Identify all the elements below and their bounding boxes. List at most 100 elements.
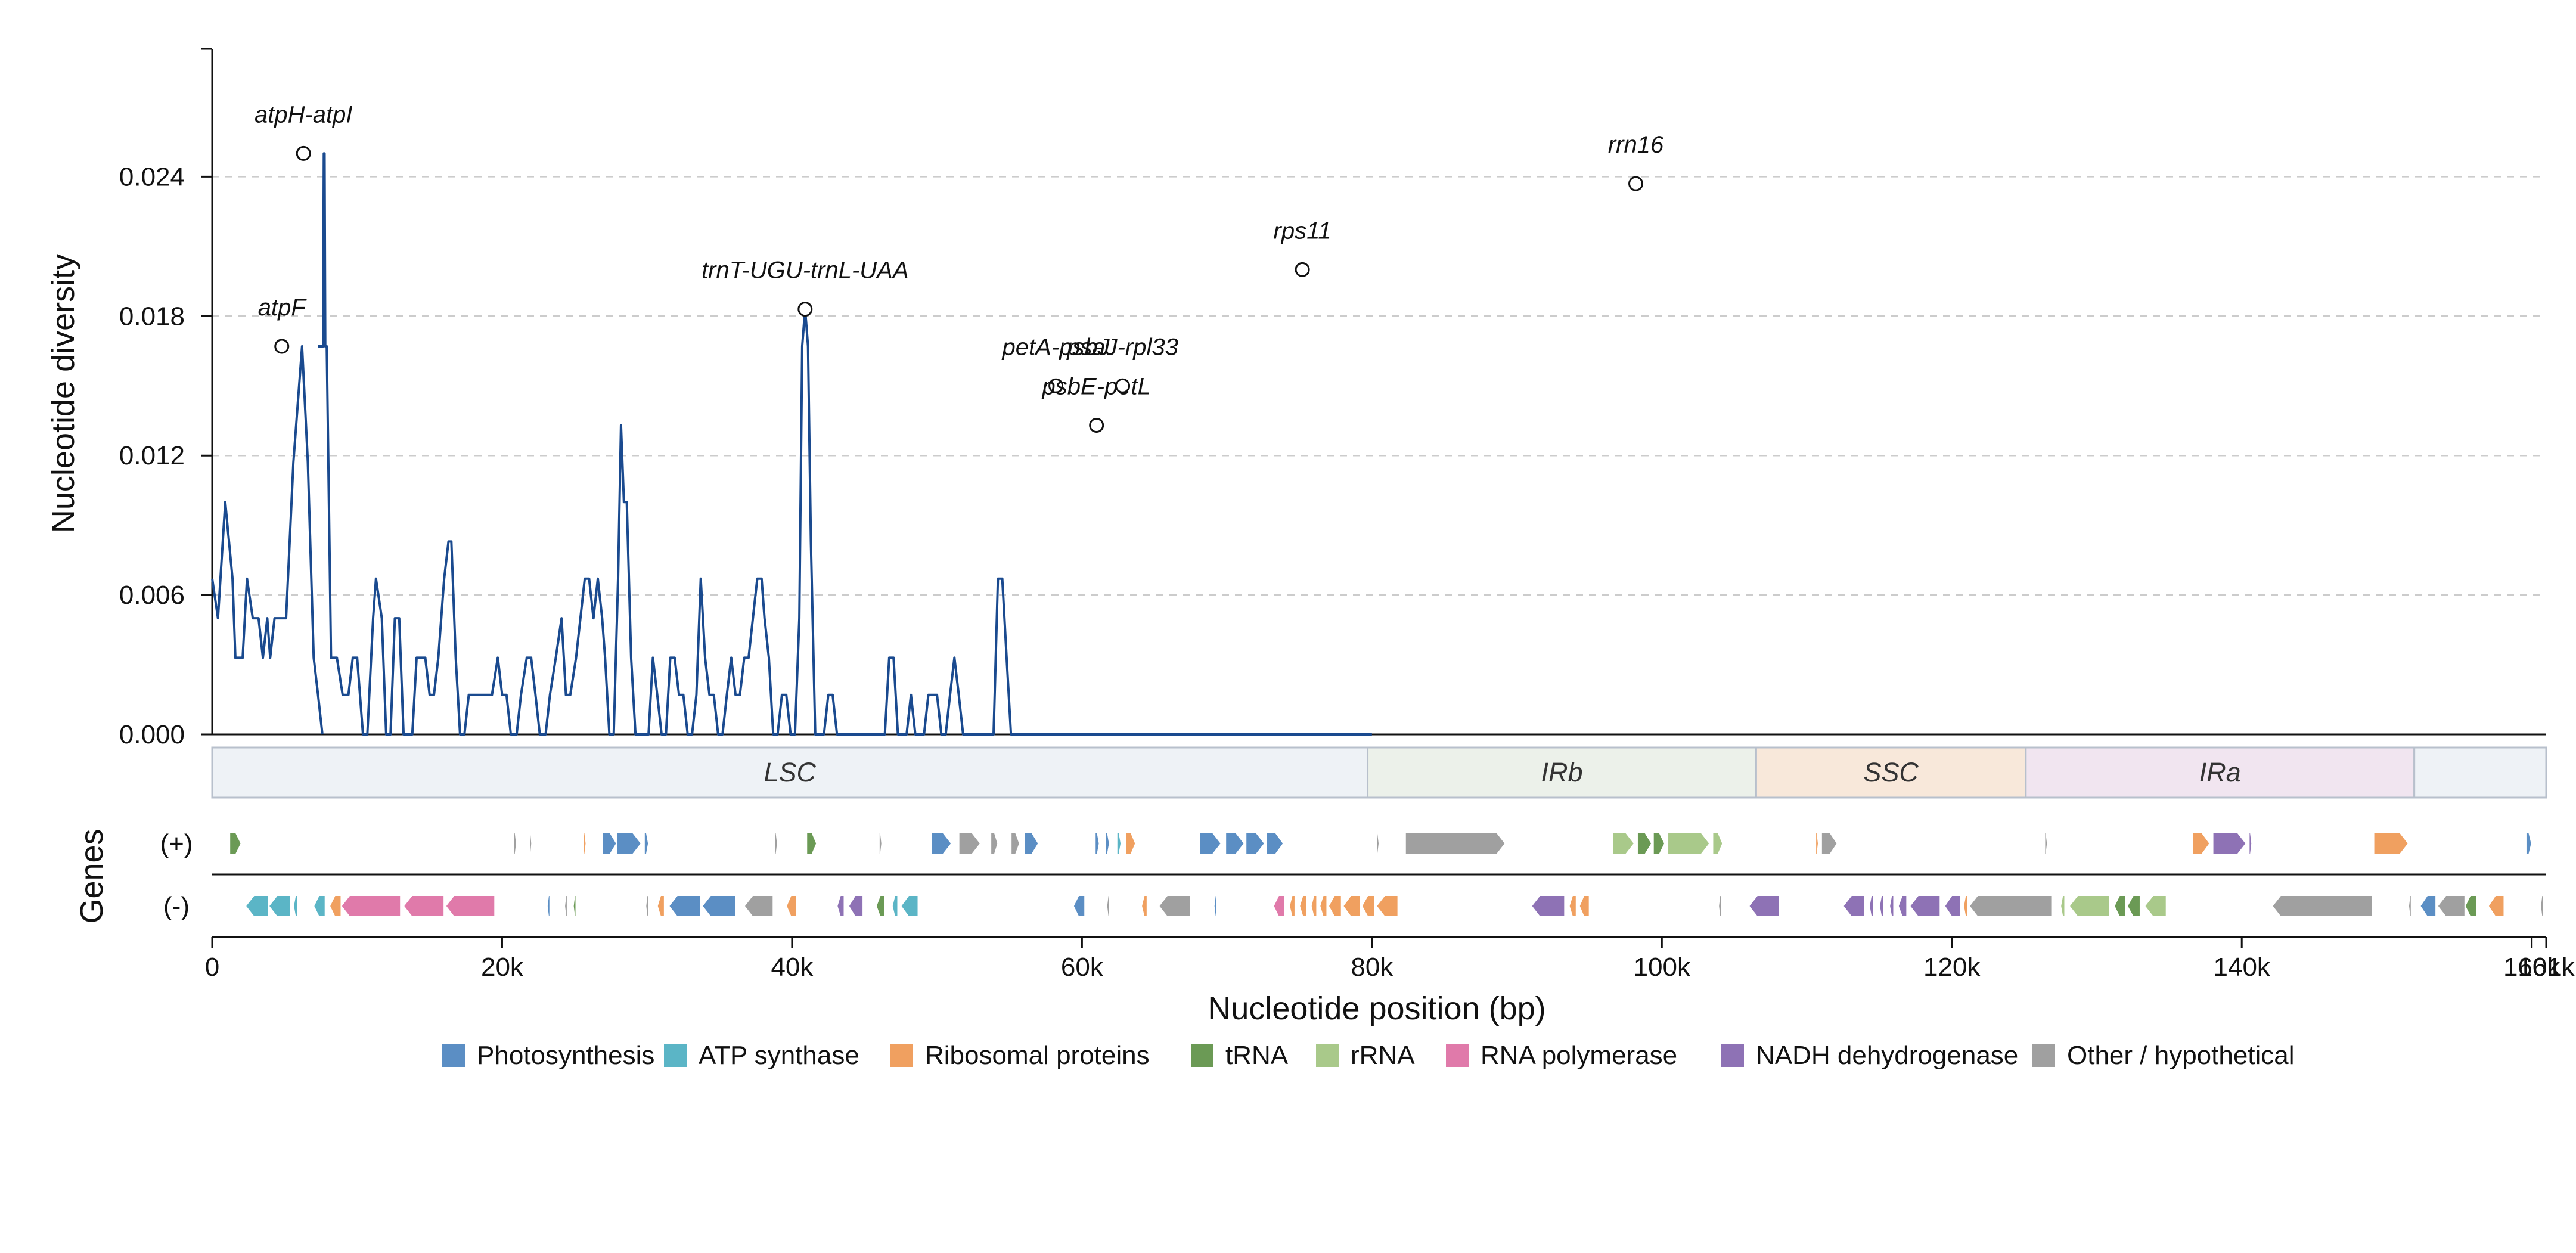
legend-label: ATP synthase [699, 1041, 859, 1070]
minus-strand-label: (-) [163, 892, 190, 921]
gene-block [1667, 832, 1711, 855]
gene-block [645, 895, 650, 917]
peak-marker [1628, 176, 1644, 191]
legend-swatch [2032, 1044, 2055, 1067]
gene-block [2113, 895, 2127, 917]
gene-block [616, 832, 643, 855]
gene-block [1531, 895, 1566, 917]
gene-block [1361, 895, 1376, 917]
gene-block [572, 895, 577, 917]
x-tick-label: 80k [1351, 953, 1393, 982]
peak-label: rps11 [1274, 218, 1332, 244]
grid-lines [212, 176, 2546, 596]
gene-block [2143, 895, 2167, 917]
gene-block [1273, 895, 1286, 917]
gene-block [2271, 895, 2373, 917]
genome-regions-bar: LSC IRb SSC IRa [211, 746, 2547, 799]
gene-block [1116, 832, 1122, 855]
peak-marker [1048, 378, 1064, 393]
gene-block [244, 895, 269, 917]
gene-block [1908, 895, 1941, 917]
legend-label: Photosynthesis [477, 1041, 654, 1070]
gene-block [582, 832, 587, 855]
y-tick-label: 0.006 [119, 581, 185, 610]
gene-block [1718, 895, 1722, 917]
gene-block [1106, 895, 1110, 917]
x-tick-label: 160k [2503, 953, 2561, 982]
gene-block [1327, 895, 1342, 917]
gene-block [701, 895, 737, 917]
gene-block [1265, 832, 1284, 855]
gene-block [875, 895, 886, 917]
legend-swatch [890, 1044, 913, 1067]
legend-label: rRNA [1351, 1041, 1415, 1070]
legend-swatch [1721, 1044, 1744, 1067]
gene-block [1612, 832, 1635, 855]
peak-marker [1089, 418, 1104, 433]
gene-block [1125, 832, 1137, 855]
gene-block [1815, 832, 1819, 855]
gene-block [848, 895, 864, 917]
gene-block [293, 895, 299, 917]
gene-block [1245, 832, 1266, 855]
x-tick-label: 0 [205, 953, 219, 982]
peak-label: psaJ-rpl33 [1066, 334, 1178, 360]
peak-label: atpH-atpI [255, 101, 353, 128]
gene-block [1578, 895, 1590, 917]
gene-block [229, 832, 242, 855]
gene-block [1869, 895, 1874, 917]
peak-marker [1115, 378, 1130, 393]
legend-label: RNA polymerase [1481, 1041, 1677, 1070]
legend-label: tRNA [1225, 1041, 1289, 1070]
diversity-series-line [211, 152, 1372, 736]
gene-block [2373, 832, 2410, 855]
gene-block [878, 832, 883, 855]
gene-block [2464, 895, 2478, 917]
peak-label: trnT-UGU-trnL-UAA [702, 258, 908, 284]
gene-block [328, 895, 342, 917]
gene-block [656, 895, 665, 917]
gene-block [2212, 832, 2247, 855]
gene-block [2192, 832, 2211, 855]
peak-marker [274, 339, 290, 354]
peak-label: atpF [258, 294, 308, 321]
x-axis-label: Nucleotide position (bp) [1208, 991, 1545, 1026]
gene-block [1820, 832, 1838, 855]
gene-block [1158, 895, 1191, 917]
gene-block [513, 832, 517, 855]
region-label: LSC [764, 757, 816, 787]
gene-block [1213, 895, 1218, 917]
gene-block [1376, 832, 1380, 855]
gene-block [402, 895, 445, 917]
gene-block [1375, 895, 1399, 917]
gene-block [643, 832, 650, 855]
gene-block [1094, 832, 1100, 855]
region-box [2413, 746, 2547, 799]
x-tick-label: 100k [1634, 953, 1691, 982]
legend-label: Other / hypothetical [2067, 1041, 2295, 1070]
gene-block [564, 895, 568, 917]
gene-block [786, 895, 797, 917]
x-tick-label: 120k [1923, 953, 1981, 982]
gene-block [1897, 895, 1908, 917]
gene-block [1404, 832, 1506, 855]
gene-block [1636, 832, 1653, 855]
x-tick-label: 161k [2518, 953, 2575, 982]
genes-track-label: Genes [74, 829, 110, 923]
gene-block [743, 895, 774, 917]
gene-block [1944, 895, 1962, 917]
gene-block [2437, 895, 2466, 917]
gene-block [891, 895, 899, 917]
gene-block [1072, 895, 1086, 917]
gene-block [990, 832, 999, 855]
gene-block [1023, 832, 1039, 855]
gene-tracks [229, 832, 2544, 917]
gene-block [1842, 895, 1866, 917]
gene-block [1963, 895, 1969, 917]
gene-block [1319, 895, 1328, 917]
region-box [2025, 746, 2416, 799]
x-tick-label: 40k [771, 953, 814, 982]
region-label: IRa [2199, 757, 2241, 787]
x-tick-label: 20k [481, 953, 524, 982]
